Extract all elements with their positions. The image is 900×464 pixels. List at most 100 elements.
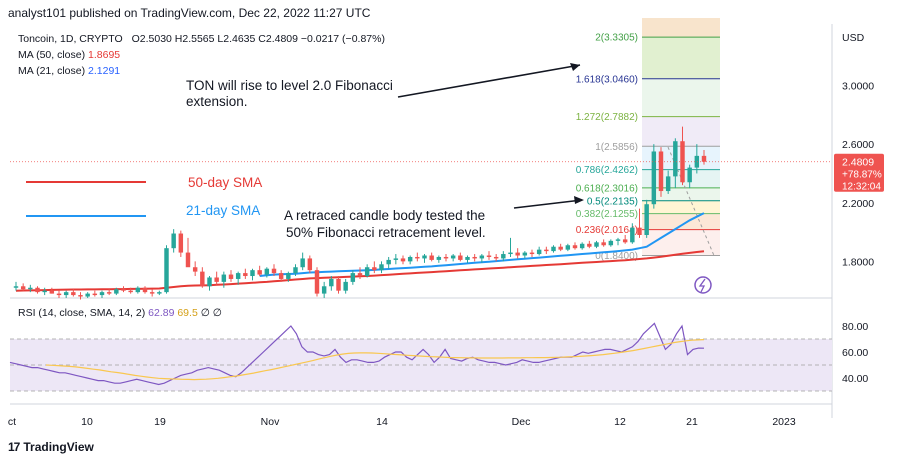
price-tick-label: 2.6000 [842,139,874,151]
candle-body [379,264,384,271]
rsi-sma-value: 69.5 [177,307,198,319]
fib-level-label: 0.618(2.3016) [576,183,638,194]
candle-body [644,204,649,235]
candle-body [415,256,420,259]
price-tick-label: 1.8000 [842,256,874,268]
ma21-label: MA (21, close) [18,65,86,77]
candle-body [257,270,262,275]
candle-body [637,227,642,235]
candle-body [350,273,356,282]
fib-zone-top [642,18,720,38]
rsi-value: 62.89 [148,307,175,319]
fib-zone [642,78,720,117]
rsi-label: RSI (14, close, SMA, 14, 2) [18,307,146,319]
candle-body [157,292,162,294]
candle-body [587,243,592,247]
rsi-tick-label: 40.00 [842,373,868,385]
fib-level-label: 2(3.3305) [595,33,638,44]
candle-body [608,240,614,246]
price-tick-label: 2.2000 [842,198,874,210]
candle-body [572,245,578,249]
candle-body [28,287,33,290]
candle-body [594,242,599,247]
candle-body [343,281,348,291]
candle-body [458,255,463,260]
candle-body [63,292,69,296]
currency-label: USD [842,32,865,44]
last-price-tag [834,153,884,192]
candle-body [228,274,234,279]
candle-body [601,242,606,246]
candle-body [99,292,105,296]
tradingview-logo[interactable]: 17 TradingView [8,440,94,454]
ma21-value: 2.1291 [88,65,121,77]
candle-body [529,252,535,255]
candle-body [178,233,184,253]
fib-zone [642,37,720,79]
candle-body [85,293,90,297]
candle-body [264,268,270,275]
rsi-band [10,339,832,391]
candle-body [78,295,83,297]
ma21-legend: MA (21, close) 2.1291 [18,65,120,77]
candle-body [479,255,485,259]
candle-body [486,255,492,257]
candle-body [71,292,76,296]
candle-body [114,289,119,294]
ma50-legend: MA (50, close) 1.8695 [18,49,120,61]
time-tick-label: Dec [512,416,531,428]
candle-body [293,267,298,274]
last-price-value: 2.4809 [842,157,874,169]
candle-body [221,274,227,282]
candle-body [56,293,62,296]
candle-body [300,258,305,268]
time-tick-label: Nov [261,416,280,428]
candle-body [558,246,563,250]
rsi-tick-label: 60.00 [842,347,868,359]
fib-level-label: 1.272(2.7882) [576,112,638,123]
candle-body [106,292,112,294]
candle-body [329,278,334,287]
time-tick-label: 12 [614,416,626,428]
candle-body [386,259,391,265]
candle-body [121,289,126,291]
candle-body [235,273,241,279]
candle-body [407,256,413,262]
candle-body [622,239,628,243]
fib-level-label: 1.618(3.0460) [576,74,638,85]
last-price-countdown: 12:32:04 [842,182,881,193]
candle-body [436,256,442,260]
rsi-sma-line [45,339,705,381]
time-tick-label: ct [8,416,16,428]
candle-body [200,271,205,287]
candle-body [658,151,664,192]
symbol-name: Toncoin, 1D, CRYPTO [18,33,123,45]
candle-body [42,290,47,293]
candle-body [35,287,40,293]
candle-body [142,287,148,293]
candle-body [393,258,399,260]
candle-body [207,277,212,287]
candle-body [508,252,513,255]
candle-body [630,227,635,243]
annotation-arrowhead-ton [570,63,580,71]
time-tick-label: 2023 [772,416,796,428]
candle-body [422,255,427,259]
annotation-ton-line1: TON will rise to level 2.0 Fibonacci [186,78,393,93]
candle-body [278,273,284,279]
candle-body [665,176,671,192]
sma21-key-label: 21-day SMA [186,203,260,218]
fib-level-label: 1(2.5856) [595,142,638,153]
rsi-extra: ∅ ∅ [200,307,222,319]
candle-body [13,286,19,288]
ma50-value: 1.8695 [88,49,121,61]
candle-body [171,233,176,249]
candle-body [687,167,692,183]
fib-level-label: 0.236(2.0164) [576,225,638,236]
candle-body [472,256,477,259]
last-price-change: +78.87% [842,170,882,181]
candle-body [465,256,470,260]
candle-body [164,248,169,293]
candle-body [372,267,377,271]
